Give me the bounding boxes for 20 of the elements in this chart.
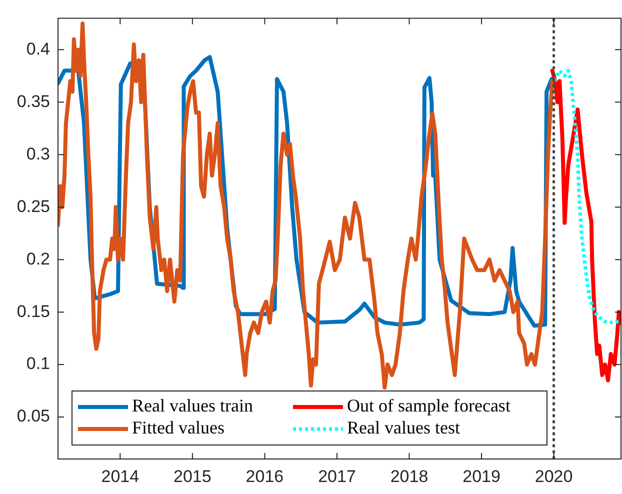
y-tick-label: 0.05 <box>16 406 50 426</box>
x-tick-label: 2016 <box>246 466 284 486</box>
x-tick-label: 2019 <box>462 466 500 486</box>
x-tick-label: 2020 <box>534 466 573 486</box>
line-series <box>552 68 621 324</box>
legend-label: Real values test <box>347 418 460 438</box>
y-tick-label: 0.25 <box>16 196 50 216</box>
y-tick-label: 0.2 <box>26 249 50 268</box>
x-tick-label: 2015 <box>174 466 212 486</box>
y-tick-label: 0.35 <box>16 92 50 111</box>
y-tick-label: 0.15 <box>16 302 50 321</box>
legend-label: Out of sample forecast <box>347 396 510 416</box>
y-tick-label: 0.4 <box>26 39 50 58</box>
x-tick-label: 2018 <box>390 466 428 486</box>
y-tick-label: 0.1 <box>26 354 50 374</box>
y-tick-label: 0.3 <box>26 144 50 164</box>
legend-label: Real values train <box>132 396 253 416</box>
x-tick-label: 2014 <box>101 466 140 486</box>
legend-label: Fitted values <box>132 418 224 438</box>
x-tick-label: 2017 <box>318 466 356 486</box>
